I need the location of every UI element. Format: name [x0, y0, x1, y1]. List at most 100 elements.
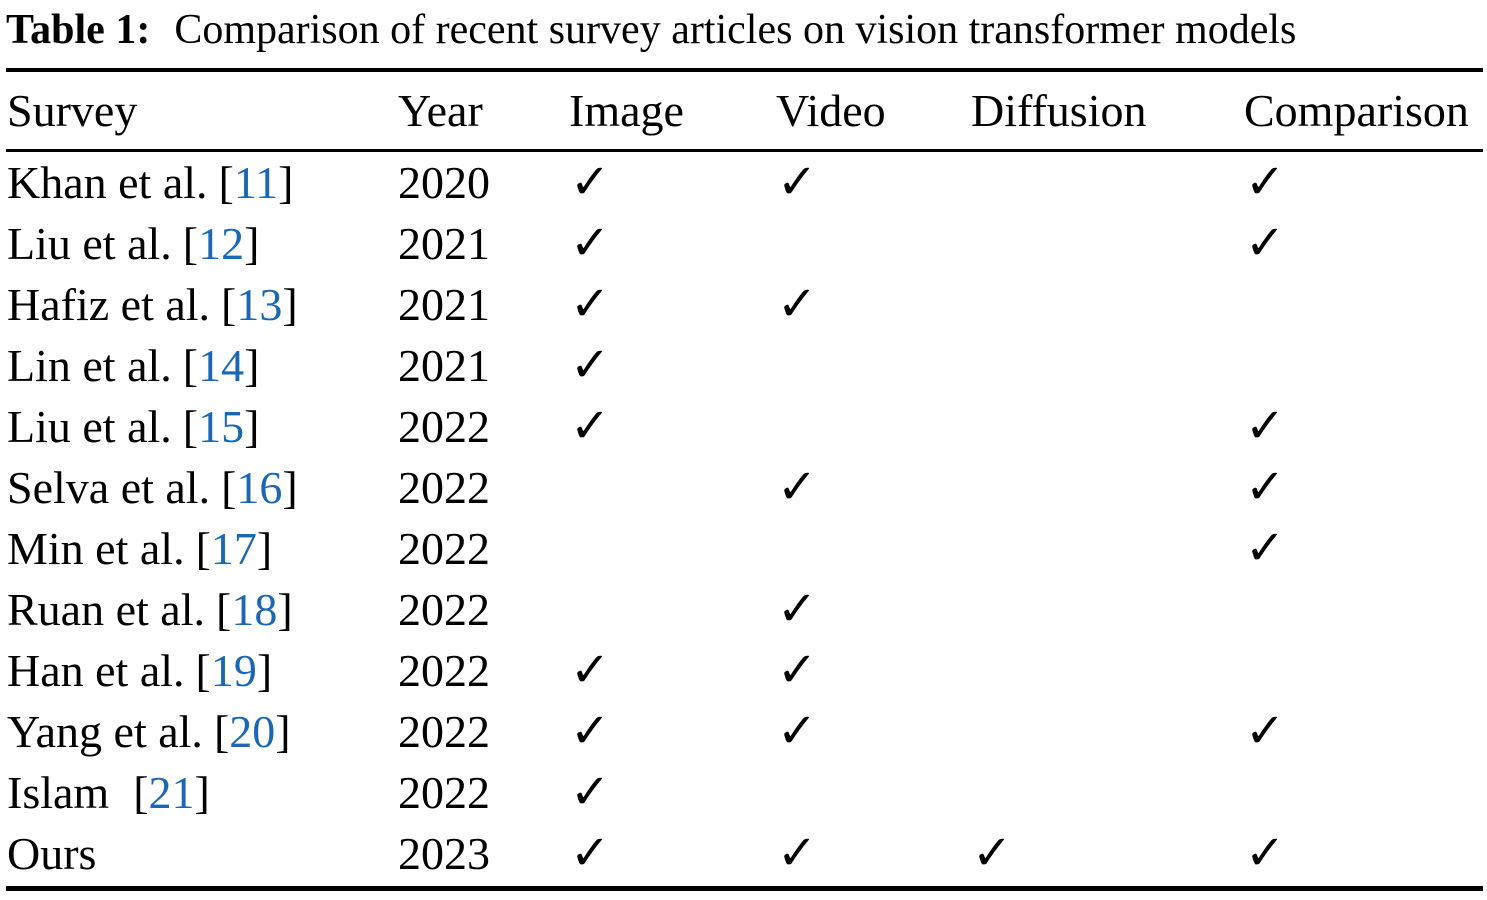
- checkmark-icon: ✓: [570, 703, 611, 759]
- citation-bracket-open: [: [216, 584, 232, 635]
- column-header-comparison: Comparison: [1244, 85, 1469, 136]
- table-body: Khan et al. [11] 2020 ✓ ✓ ✓ Liu et al. [12…: [6, 152, 1483, 884]
- citation-link[interactable]: 12: [198, 218, 245, 269]
- author-text: Lin et al.: [7, 340, 172, 391]
- check-cell-image: ✓: [568, 335, 775, 396]
- checkmark-icon: ✓: [1245, 398, 1286, 454]
- check-cell-video: ✓: [775, 457, 970, 518]
- checkmark-icon: ✓: [777, 825, 818, 881]
- citation: [12]: [183, 218, 260, 269]
- citation-link[interactable]: 17: [210, 523, 257, 574]
- check-cell-image: ✓: [568, 762, 775, 823]
- check-cell-video: ✓: [775, 152, 970, 213]
- check-cell-comparison: ✓: [1243, 457, 1483, 518]
- column-header-year: Year: [398, 85, 483, 136]
- check-cell-image: ✓: [568, 701, 775, 762]
- year-cell: 2022: [398, 584, 490, 635]
- table-bottom-rule: [6, 886, 1483, 891]
- check-cell-diffusion: [970, 640, 1243, 701]
- citation-link[interactable]: 13: [236, 279, 283, 330]
- author-text: Liu et al.: [7, 218, 172, 269]
- author-text: Han et al.: [7, 645, 185, 696]
- author-text: Khan et al.: [7, 157, 208, 208]
- table-caption-text: Comparison of recent survey articles on …: [174, 7, 1297, 53]
- check-cell-comparison: [1243, 762, 1483, 823]
- citation-bracket-open: [: [182, 401, 199, 452]
- column-header-image: Image: [569, 85, 684, 136]
- survey-cell: Yang et al. [20]: [6, 701, 397, 762]
- check-cell-comparison: [1243, 640, 1483, 701]
- column-header-survey: Survey: [7, 85, 138, 136]
- author-text: Ours: [7, 828, 97, 879]
- citation-bracket-close: ]: [275, 706, 291, 757]
- checkmark-icon: ✓: [570, 398, 611, 454]
- check-cell-image: ✓: [568, 213, 775, 274]
- check-cell-video: [775, 396, 970, 457]
- checkmark-icon: ✓: [1245, 703, 1286, 759]
- check-cell-video: [775, 518, 970, 579]
- citation-link[interactable]: 19: [210, 645, 257, 696]
- survey-cell: Min et al. [17]: [6, 518, 397, 579]
- author-text: Hafiz et al.: [7, 279, 211, 330]
- citation-bracket-open: [: [213, 706, 230, 757]
- survey-cell: Ours: [6, 823, 397, 884]
- check-cell-comparison: ✓: [1243, 518, 1483, 579]
- citation-bracket-close: ]: [278, 157, 294, 208]
- author-text: Ruan et al.: [7, 584, 205, 635]
- check-cell-comparison: [1243, 579, 1483, 640]
- citation-link[interactable]: 11: [233, 157, 279, 208]
- check-cell-image: [568, 579, 775, 640]
- author-text: Yang et al.: [7, 706, 203, 757]
- check-cell-image: ✓: [568, 274, 775, 335]
- citation-bracket-open: [: [218, 157, 234, 208]
- checkmark-icon: ✓: [570, 825, 611, 881]
- citation-link[interactable]: 21: [148, 767, 195, 818]
- checkmark-icon: ✓: [777, 154, 818, 210]
- check-cell-diffusion: [970, 701, 1243, 762]
- checkmark-icon: ✓: [570, 642, 611, 698]
- year-cell: 2023: [398, 828, 490, 879]
- year-cell: 2022: [398, 401, 490, 452]
- checkmark-icon: ✓: [1245, 520, 1286, 576]
- checkmark-icon: ✓: [777, 581, 818, 637]
- year-cell: 2022: [398, 523, 490, 574]
- checkmark-icon: ✓: [777, 276, 818, 332]
- checkmark-icon: ✓: [570, 154, 611, 210]
- citation-bracket-close: ]: [277, 584, 293, 635]
- check-cell-comparison: ✓: [1243, 396, 1483, 457]
- year-cell: 2022: [398, 462, 490, 513]
- check-cell-image: ✓: [568, 396, 775, 457]
- citation-link[interactable]: 15: [198, 401, 245, 452]
- citation-bracket-close: ]: [244, 218, 260, 269]
- citation-bracket-open: [: [195, 523, 211, 574]
- checkmark-icon: ✓: [1245, 825, 1286, 881]
- check-cell-image: ✓: [568, 152, 775, 213]
- survey-cell: Hafiz et al. [13]: [6, 274, 397, 335]
- citation-link[interactable]: 18: [231, 584, 278, 635]
- checkmark-icon: ✓: [1245, 459, 1286, 515]
- citation-bracket-open: [: [195, 645, 211, 696]
- citation-link[interactable]: 16: [236, 462, 283, 513]
- survey-cell: Liu et al. [12]: [6, 213, 397, 274]
- author-text: Selva et al.: [7, 462, 211, 513]
- check-cell-diffusion: [970, 762, 1243, 823]
- check-cell-video: [775, 762, 970, 823]
- check-cell-diffusion: [970, 213, 1243, 274]
- citation-link[interactable]: 14: [198, 340, 245, 391]
- check-cell-comparison: ✓: [1243, 213, 1483, 274]
- citation-link[interactable]: 20: [229, 706, 276, 757]
- check-cell-image: [568, 457, 775, 518]
- citation: [21]: [133, 767, 210, 818]
- checkmark-icon: ✓: [777, 459, 818, 515]
- checkmark-icon: ✓: [1245, 215, 1286, 271]
- citation-bracket-close: ]: [256, 645, 273, 696]
- checkmark-icon: ✓: [972, 825, 1013, 881]
- check-cell-video: [775, 335, 970, 396]
- table-caption: Table 1: Comparison of recent survey arti…: [6, 2, 1296, 58]
- checkmark-icon: ✓: [570, 337, 611, 393]
- author-text: Liu et al.: [7, 401, 172, 452]
- citation-bracket-open: [: [133, 767, 149, 818]
- check-cell-video: [775, 213, 970, 274]
- table-top-rule: [6, 68, 1483, 72]
- citation: [15]: [183, 401, 260, 452]
